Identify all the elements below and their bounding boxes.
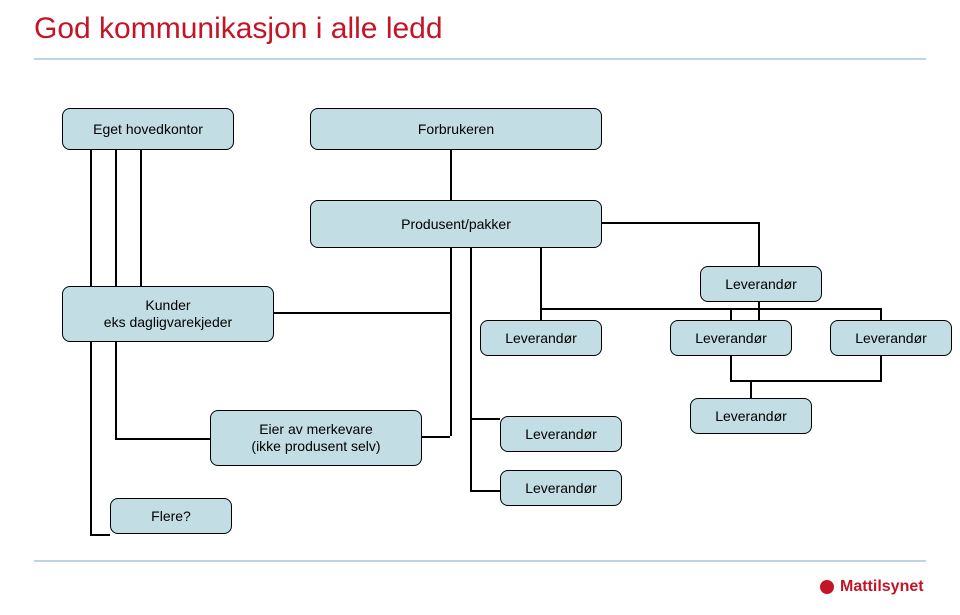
- node-hq: Eget hovedkontor: [62, 108, 234, 150]
- connector: [750, 380, 752, 398]
- connector: [758, 222, 760, 266]
- connector: [880, 308, 882, 320]
- connector: [420, 436, 450, 438]
- node-more: Flere?: [110, 498, 232, 534]
- node-producer: Produsent/pakker: [310, 200, 602, 248]
- logo-text: Mattilsynet: [840, 578, 924, 596]
- node-sup_bot_r: Leverandør: [690, 398, 812, 434]
- node-sup_mid_r: Leverandør: [830, 320, 952, 356]
- connector: [115, 438, 210, 440]
- logo-dot-icon: [820, 580, 834, 594]
- mattilsynet-logo: Mattilsynet: [820, 578, 924, 596]
- node-sup_mid_c: Leverandør: [670, 320, 792, 356]
- connector: [540, 308, 620, 310]
- connector: [470, 222, 472, 492]
- node-consumer: Forbrukeren: [310, 108, 602, 150]
- divider: [34, 58, 926, 60]
- page-title: God kommunikasjon i alle ledd: [34, 12, 443, 46]
- connector: [758, 300, 760, 320]
- connector: [730, 354, 732, 380]
- connector: [470, 490, 500, 492]
- connector: [450, 148, 452, 200]
- node-sup_top: Leverandør: [700, 266, 822, 302]
- node-customers: Kunder eks dagligvarekjeder: [62, 286, 274, 342]
- connector: [600, 222, 760, 224]
- connector: [272, 312, 450, 314]
- connector: [620, 308, 880, 310]
- node-sup_mid_l: Leverandør: [480, 320, 602, 356]
- connector: [770, 380, 882, 382]
- connector: [880, 354, 882, 380]
- connector: [730, 308, 732, 320]
- divider: [34, 560, 926, 562]
- diagram-stage: God kommunikasjon i alle ledd Eget hoved…: [0, 0, 960, 615]
- node-sup_bot_2: Leverandør: [500, 470, 622, 506]
- connector: [450, 246, 452, 436]
- connector: [90, 534, 110, 536]
- node-sup_bot_1: Leverandør: [500, 416, 622, 452]
- connector: [470, 418, 500, 420]
- node-brand: Eier av merkevare (ikke produsent selv): [210, 410, 422, 466]
